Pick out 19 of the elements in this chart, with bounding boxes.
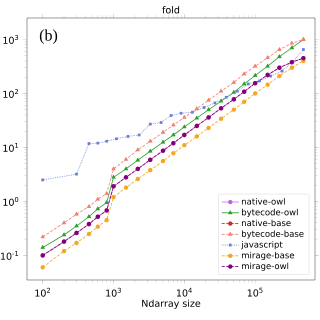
legend-label: mirage-owl bbox=[242, 262, 288, 271]
legend-label: bytecode-base bbox=[242, 230, 304, 239]
y-tick-label: 10$^{3}$ bbox=[3, 35, 18, 44]
x-axis-title: Ndarray size bbox=[142, 300, 200, 309]
y-tick-label: 10$^{2}$ bbox=[3, 89, 18, 98]
y-tick-label: 10$^{0}$ bbox=[3, 196, 18, 206]
legend-label: mirage-base bbox=[242, 252, 294, 260]
legend-label: native-owl bbox=[242, 198, 285, 205]
legend-label: bytecode-owl bbox=[242, 208, 298, 218]
x-tick-label: 10$^{5}$ bbox=[248, 288, 262, 297]
x-tick-label: 10$^{4}$ bbox=[176, 288, 192, 297]
x-tick-label: 10$^{3}$ bbox=[106, 288, 121, 297]
legend-label: native-base bbox=[242, 220, 291, 226]
y-tick-label: 10$^{1}$ bbox=[3, 143, 18, 152]
y-tick-label: 10$^{-1}$ bbox=[1, 250, 18, 260]
annotation: (b) bbox=[40, 29, 58, 44]
legend-label: javascript bbox=[241, 241, 283, 250]
chart-title: fold bbox=[162, 6, 180, 14]
x-tick-label: 10$^{2}$ bbox=[35, 288, 50, 297]
